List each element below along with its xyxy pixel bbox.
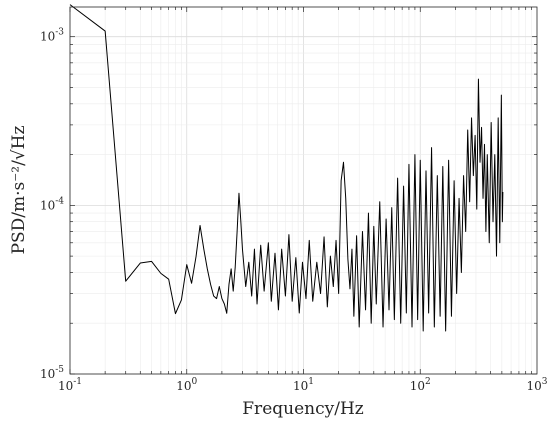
y-tick-label: 10-3 bbox=[40, 28, 64, 44]
x-tick-label: 103 bbox=[526, 377, 547, 393]
ticks: 10-1 100 101 102 103 10-5 10-4 10-3 bbox=[40, 7, 548, 393]
y-tick-label: 10-5 bbox=[40, 365, 64, 381]
x-tick-label: 102 bbox=[410, 377, 431, 393]
y-axis-label: PSD/m·s⁻²/√Hz bbox=[9, 126, 29, 255]
x-tick-label: 101 bbox=[293, 377, 314, 393]
y-tick-label: 10-4 bbox=[40, 196, 64, 212]
x-tick-label: 10-1 bbox=[58, 377, 82, 393]
grid bbox=[69, 7, 537, 375]
x-tick-label: 100 bbox=[176, 377, 197, 393]
series-line bbox=[69, 4, 504, 332]
x-axis-label: Frequency/Hz bbox=[242, 399, 364, 419]
